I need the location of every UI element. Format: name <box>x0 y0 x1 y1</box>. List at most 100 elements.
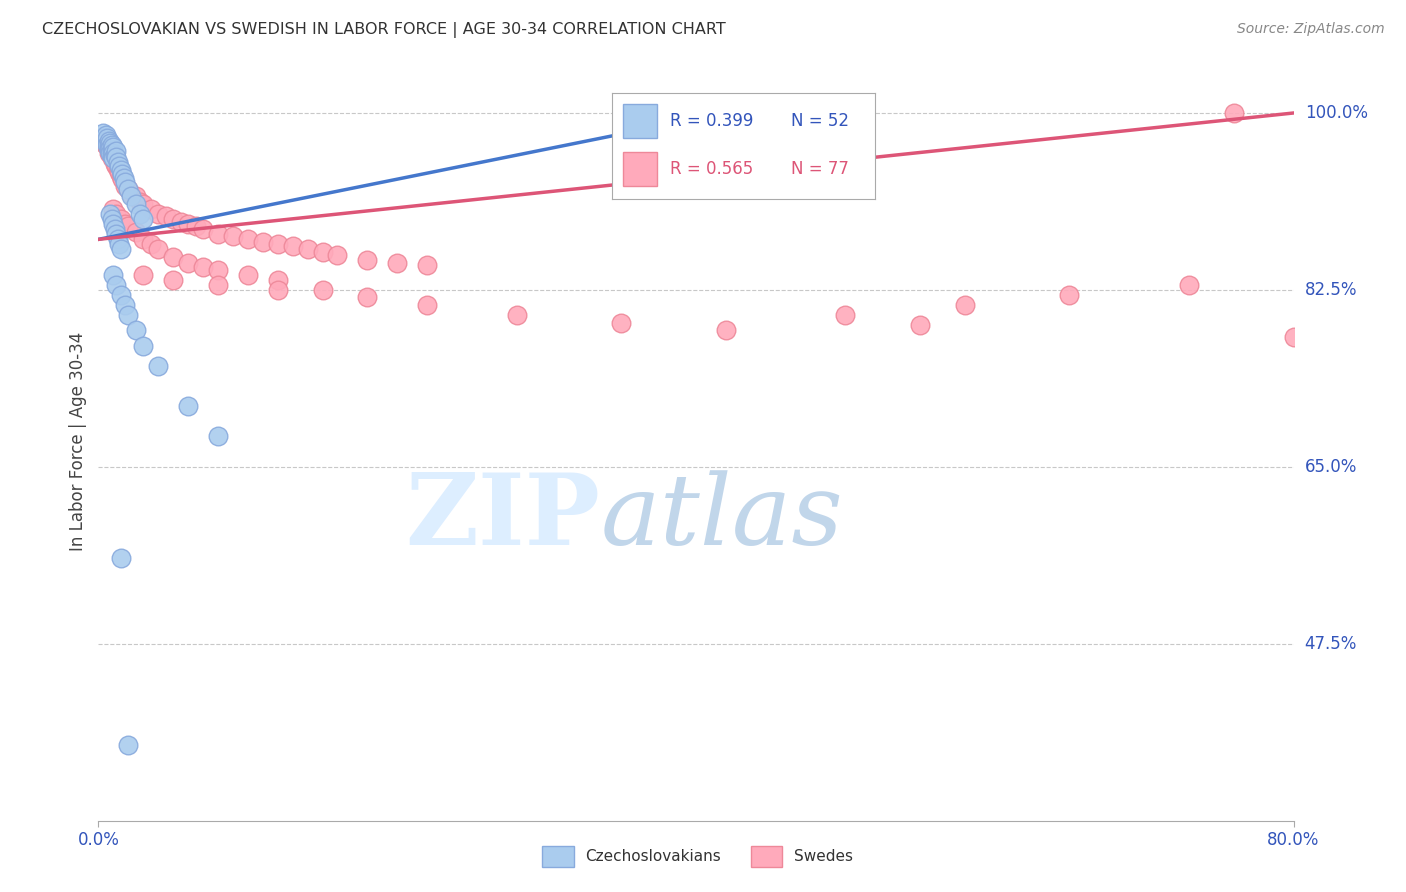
Point <box>110 243 132 257</box>
Point <box>105 227 128 242</box>
Point <box>98 138 122 153</box>
Point <box>98 146 122 161</box>
Point <box>356 252 378 267</box>
Point <box>506 308 529 322</box>
Point <box>108 237 131 252</box>
Point <box>111 171 134 186</box>
Point <box>103 152 125 166</box>
Bar <box>543 846 574 867</box>
Point <box>125 225 148 239</box>
Point <box>103 146 125 161</box>
Point <box>132 268 155 282</box>
Text: Source: ZipAtlas.com: Source: ZipAtlas.com <box>1237 22 1385 37</box>
Point <box>107 154 129 169</box>
Point <box>103 140 125 154</box>
Point <box>267 283 290 297</box>
Point <box>1178 277 1201 292</box>
Point <box>297 243 319 257</box>
Point <box>93 131 115 145</box>
Point <box>236 268 259 282</box>
Point <box>908 318 931 333</box>
Point <box>110 162 132 177</box>
Point <box>207 429 229 443</box>
Text: 100.0%: 100.0% <box>1305 104 1368 122</box>
Point <box>162 273 184 287</box>
Point <box>112 170 135 185</box>
Point <box>110 212 132 227</box>
Point <box>94 128 117 143</box>
Point <box>104 148 127 162</box>
Point <box>101 148 124 162</box>
Point <box>91 126 114 140</box>
Point <box>267 273 290 287</box>
Text: Czechoslovakians: Czechoslovakians <box>585 849 721 863</box>
Point <box>139 237 162 252</box>
Point <box>132 232 155 246</box>
Point <box>105 159 128 173</box>
Point <box>267 237 290 252</box>
Point <box>311 245 333 260</box>
Point <box>125 197 148 211</box>
Point <box>114 175 136 189</box>
Point <box>416 298 439 312</box>
Point <box>207 277 229 292</box>
Point <box>94 134 117 148</box>
Point <box>714 323 737 337</box>
Point <box>111 167 134 181</box>
Point <box>148 207 170 221</box>
Point <box>97 139 120 153</box>
Point <box>105 277 128 292</box>
Point <box>120 186 142 201</box>
Text: 82.5%: 82.5% <box>1305 281 1357 299</box>
Text: atlas: atlas <box>600 470 844 565</box>
Point <box>385 255 409 269</box>
Point <box>326 247 349 261</box>
Point <box>129 194 152 209</box>
Text: 65.0%: 65.0% <box>1305 458 1357 475</box>
Point <box>129 207 152 221</box>
Point <box>125 323 148 337</box>
Point <box>834 308 856 322</box>
Point <box>132 338 155 352</box>
Point <box>107 161 129 176</box>
Text: Swedes: Swedes <box>794 849 853 863</box>
Point <box>162 212 184 227</box>
Point <box>169 215 191 229</box>
Point <box>97 146 120 161</box>
Point <box>94 134 117 148</box>
Point <box>97 144 120 158</box>
Point <box>96 136 118 151</box>
Point <box>1059 288 1081 302</box>
Point <box>177 255 200 269</box>
Point <box>132 212 155 227</box>
Point <box>1282 330 1305 344</box>
Point <box>148 243 170 257</box>
Point <box>177 217 200 231</box>
Point <box>117 738 139 752</box>
Point <box>610 316 633 330</box>
Point <box>101 212 124 227</box>
Point <box>103 217 125 231</box>
Point <box>155 209 177 223</box>
Point <box>108 159 131 173</box>
Point <box>110 169 132 183</box>
Point <box>96 131 118 145</box>
Point <box>101 138 124 153</box>
Point <box>416 258 439 272</box>
Point <box>311 283 333 297</box>
Point <box>110 288 132 302</box>
Point <box>94 138 117 153</box>
Point <box>953 298 976 312</box>
Point <box>97 141 120 155</box>
Point <box>103 148 125 162</box>
Point <box>103 268 125 282</box>
Point <box>108 164 131 178</box>
Point <box>104 222 127 236</box>
Point <box>98 136 122 151</box>
Point <box>104 156 127 170</box>
Point <box>97 134 120 148</box>
Y-axis label: In Labor Force | Age 30-34: In Labor Force | Age 30-34 <box>69 332 87 551</box>
Point <box>207 262 229 277</box>
Point <box>184 219 207 234</box>
Point <box>101 152 124 166</box>
